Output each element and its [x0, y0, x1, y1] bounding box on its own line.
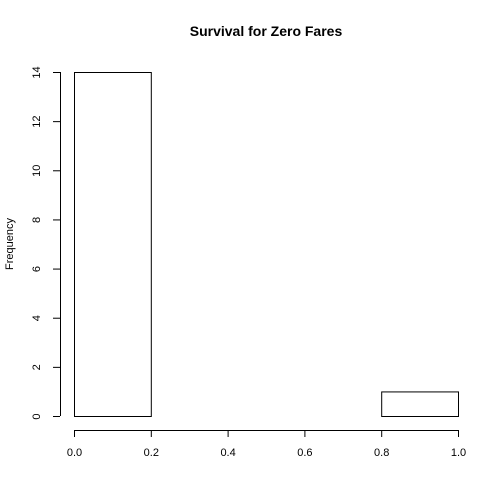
- y-tick-label-1: 2: [31, 364, 43, 370]
- chart-title: Survival for Zero Fares: [190, 23, 343, 39]
- y-axis: 0 2 4 6 8 10 12 14: [31, 66, 61, 420]
- y-tick-label-6: 12: [31, 116, 43, 128]
- x-tick-label-2: 0.4: [220, 447, 235, 459]
- y-tick-label-5: 10: [31, 165, 43, 177]
- x-axis: 0.0 0.2 0.4 0.6 0.8 1.0: [67, 430, 466, 459]
- x-tick-label-1: 0.2: [144, 447, 159, 459]
- bars-group: [74, 72, 460, 417]
- y-tick-label-7: 14: [31, 66, 43, 78]
- x-tick-label-3: 0.6: [297, 447, 312, 459]
- y-axis-title: Frequency: [4, 218, 16, 270]
- x-tick-label-0: 0.0: [67, 447, 82, 459]
- x-tick-label-5: 1.0: [451, 447, 466, 459]
- y-tick-label-3: 6: [31, 266, 43, 272]
- histogram-bar-4: [381, 391, 460, 417]
- histogram-bar-0: [74, 72, 152, 417]
- y-tick-label-0: 0: [31, 413, 43, 419]
- y-tick-label-2: 4: [31, 315, 43, 321]
- x-tick-label-4: 0.8: [374, 447, 389, 459]
- y-tick-label-4: 8: [31, 217, 43, 223]
